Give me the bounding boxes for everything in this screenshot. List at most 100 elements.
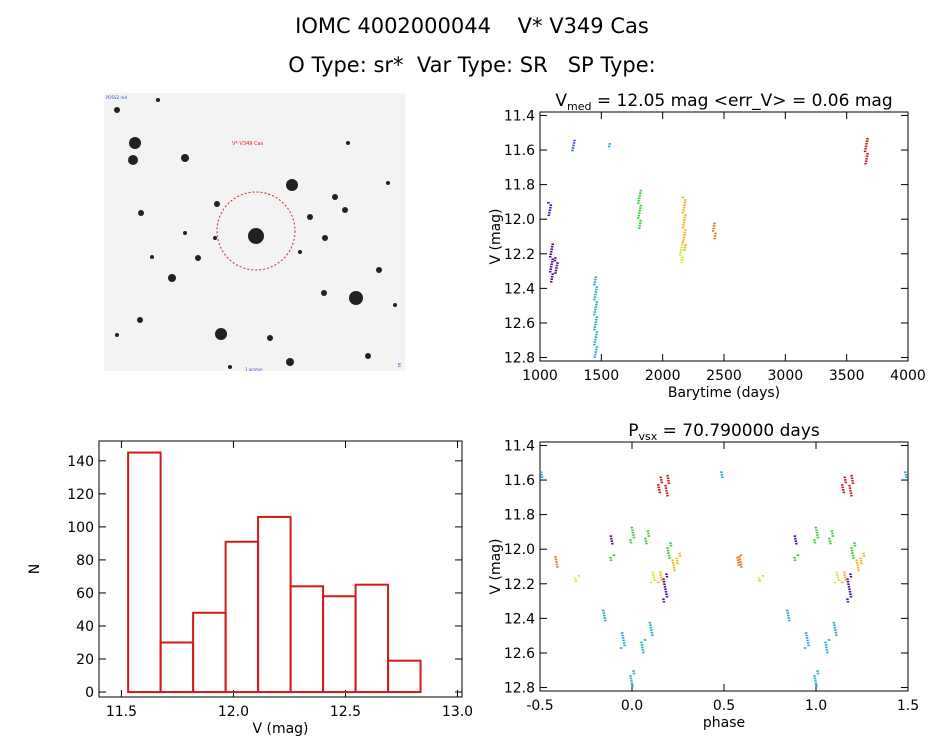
y-tick-label: 11.4	[504, 108, 535, 124]
star	[321, 290, 327, 296]
data-point	[856, 567, 860, 569]
data-point	[632, 534, 635, 536]
data-point	[668, 557, 671, 559]
data-point	[853, 542, 856, 544]
data-point	[595, 331, 599, 333]
data-point	[683, 201, 687, 204]
data-point	[857, 569, 860, 572]
data-point	[846, 578, 849, 581]
data-point	[684, 214, 687, 216]
data-point	[642, 651, 645, 654]
data-point	[629, 541, 633, 544]
data-point	[863, 150, 867, 153]
data-point	[593, 328, 596, 331]
data-point	[623, 644, 626, 647]
data-point	[630, 680, 633, 682]
data-point	[664, 487, 668, 489]
y-tick-label: 40	[76, 619, 94, 635]
data-point	[827, 639, 831, 641]
plot-frame	[539, 111, 909, 362]
data-point	[658, 491, 662, 494]
data-point	[842, 491, 846, 494]
data-point	[621, 637, 625, 639]
x-tick-label: 4000	[890, 368, 926, 384]
data-point	[850, 549, 854, 552]
data-point	[816, 534, 819, 536]
data-point	[637, 199, 641, 202]
data-point	[739, 554, 743, 556]
data-point	[672, 564, 675, 567]
data-point	[595, 316, 599, 318]
data-point	[667, 552, 670, 554]
plot-title: Vmed = 12.05 mag <err_V> = 0.06 mag	[555, 91, 892, 113]
data-point	[739, 561, 742, 563]
data-point	[663, 585, 667, 588]
data-point	[738, 556, 741, 558]
data-point	[669, 542, 672, 544]
histogram-bar	[159, 641, 195, 694]
data-point	[653, 579, 656, 581]
data-point	[549, 253, 552, 256]
data-point	[604, 619, 607, 622]
data-point	[647, 532, 650, 535]
data-point	[813, 539, 816, 541]
data-point	[865, 155, 869, 158]
data-point	[641, 646, 644, 649]
data-point	[594, 293, 597, 296]
star	[115, 333, 119, 337]
data-point	[666, 477, 670, 479]
data-point	[595, 346, 599, 348]
data-point	[664, 590, 668, 593]
data-point	[835, 571, 839, 574]
data-point	[593, 313, 596, 316]
data-point	[842, 489, 845, 491]
data-point	[650, 631, 654, 634]
y-tick-label: 12.4	[504, 281, 535, 297]
data-point	[595, 348, 598, 351]
data-point	[637, 214, 641, 217]
data-point	[540, 476, 544, 478]
data-point	[649, 581, 653, 584]
data-point	[602, 609, 605, 612]
data-point	[843, 476, 847, 479]
data-point	[666, 549, 670, 552]
y-tick-label: 12.2	[504, 577, 535, 593]
y-axis-label: N	[27, 564, 43, 574]
data-point	[795, 542, 798, 545]
data-point	[644, 540, 648, 542]
data-point	[793, 535, 797, 537]
data-point	[550, 248, 553, 251]
data-point	[844, 481, 848, 484]
plot-title: Pvsx = 70.790000 days	[628, 421, 820, 443]
data-point	[550, 278, 553, 281]
data-point	[638, 212, 641, 214]
data-point	[660, 479, 663, 481]
data-point	[816, 536, 820, 539]
data-point	[855, 559, 858, 562]
data-point	[851, 479, 854, 482]
data-point	[676, 562, 679, 565]
data-point	[594, 323, 597, 326]
data-point	[682, 206, 686, 209]
star	[376, 267, 382, 273]
y-tick-label: 12.8	[504, 681, 535, 697]
data-point	[860, 562, 863, 565]
y-tick-label: 11.6	[504, 473, 535, 489]
data-point	[556, 566, 559, 568]
data-point	[659, 574, 663, 576]
data-point	[594, 351, 598, 353]
histogram-bar	[387, 659, 422, 694]
histogram-bar	[322, 595, 357, 694]
data-point	[848, 487, 852, 489]
data-point	[671, 559, 674, 562]
data-point	[865, 157, 868, 160]
data-point	[571, 147, 575, 149]
data-point	[610, 537, 613, 540]
y-tick-label: 60	[76, 586, 94, 602]
data-point	[551, 273, 554, 276]
data-point	[832, 621, 836, 624]
x-tick-label: 12.5	[330, 704, 361, 720]
data-point	[758, 580, 762, 582]
x-axis-label: phase	[703, 715, 745, 731]
data-point	[593, 356, 597, 358]
